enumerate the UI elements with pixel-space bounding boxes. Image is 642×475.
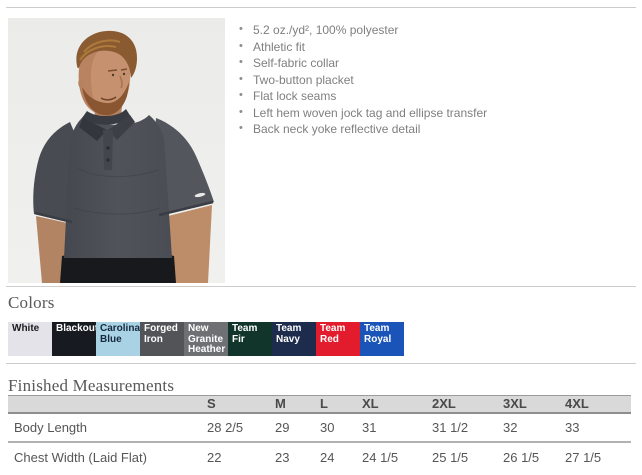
color-swatch-forged-iron: Forged Iron	[140, 322, 184, 356]
color-swatch-team-red: Team Red	[316, 322, 360, 356]
bullet-icon: •	[239, 89, 243, 101]
color-swatch-carolina-blue: Carolina Blue	[96, 322, 140, 356]
color-swatch-row: White Blackout Carolina Blue Forged Iron…	[8, 322, 404, 356]
cell-value: 32	[503, 412, 565, 443]
cell-value: 24 1/5	[362, 449, 399, 465]
column-header-m: M	[275, 395, 320, 414]
colors-heading: Colors	[8, 293, 55, 312]
cell-value: 23	[275, 449, 290, 465]
divider-measurements	[6, 363, 636, 364]
feature-text: Self-fabric collar	[253, 56, 340, 70]
feature-text: Back neck yoke reflective detail	[253, 122, 421, 136]
feature-item: • 5.2 oz./yd², 100% polyester	[236, 23, 626, 37]
feature-item: • Two-button placket	[236, 72, 626, 87]
cell-value: 33	[565, 412, 631, 443]
cell-value: 27 1/5	[565, 449, 602, 465]
row-label: Chest Width (Laid Flat)	[14, 449, 147, 465]
bullet-icon: •	[239, 122, 243, 134]
color-swatch-blackout: Blackout	[52, 322, 96, 356]
color-swatch-team-navy: Team Navy	[272, 322, 316, 356]
bullet-icon: •	[239, 72, 243, 85]
cell-value: 26 1/5	[503, 449, 540, 465]
color-swatch-team-royal: Team Royal	[360, 322, 404, 356]
bullet-icon: •	[239, 39, 243, 52]
model-polo-illustration	[8, 18, 225, 283]
cell-value: 24	[320, 449, 335, 465]
column-header-3xl: 3XL	[503, 395, 565, 414]
color-swatch-new-granite-heather: New Granite Heather	[184, 322, 228, 356]
product-photo	[8, 18, 225, 283]
feature-item: • Self-fabric collar	[236, 56, 626, 70]
bullet-icon: •	[239, 23, 243, 35]
cell-value: 29	[275, 412, 320, 443]
cell-value: 30	[320, 412, 362, 443]
column-header-2xl: 2XL	[432, 395, 503, 414]
table-header-row: S M L XL 2XL 3XL 4XL	[8, 395, 631, 414]
feature-list: • 5.2 oz./yd², 100% polyester • Athletic f…	[236, 23, 626, 140]
column-header-l: L	[320, 395, 362, 414]
cell-value: 31	[362, 412, 432, 443]
feature-item: • Left hem woven jock tag and ellipse tra…	[236, 105, 626, 120]
measurements-heading: Finished Measurements	[8, 376, 175, 395]
feature-text: Left hem woven jock tag and ellipse tran…	[253, 105, 488, 120]
color-swatch-team-fir: Team Fir	[228, 322, 272, 356]
feature-text: Flat lock seams	[253, 89, 337, 103]
cell-value: 28 2/5	[207, 412, 275, 443]
feature-text: Athletic fit	[253, 39, 306, 54]
divider-top	[6, 7, 636, 8]
column-header-xl: XL	[362, 395, 432, 414]
column-header-4xl: 4XL	[565, 395, 631, 414]
cell-value: 25 1/5	[432, 449, 469, 465]
divider-colors	[6, 286, 636, 287]
bullet-icon: •	[239, 105, 243, 118]
cell-value: 31 1/2	[432, 412, 503, 443]
column-header-s: S	[207, 395, 275, 414]
feature-text: 5.2 oz./yd², 100% polyester	[253, 23, 399, 37]
measurements-table: S M L XL 2XL 3XL 4XL Body Length 28 2/5 …	[8, 395, 631, 472]
feature-item: • Back neck yoke reflective detail	[236, 122, 626, 136]
feature-item: • Athletic fit	[236, 39, 626, 54]
feature-item: • Flat lock seams	[236, 89, 626, 103]
color-swatch-white: White	[8, 322, 52, 356]
column-header-blank	[8, 395, 207, 414]
bullet-icon: •	[239, 56, 243, 68]
table-row-body-length: Body Length 28 2/5 29 30 31 31 1/2 32 33	[8, 412, 631, 443]
table-row-chest-width: Chest Width (Laid Flat) 22 23 24 24 1/5 …	[8, 442, 631, 472]
feature-text: Two-button placket	[253, 72, 354, 87]
row-label: Body Length	[8, 412, 207, 443]
cell-value: 22	[207, 449, 222, 465]
